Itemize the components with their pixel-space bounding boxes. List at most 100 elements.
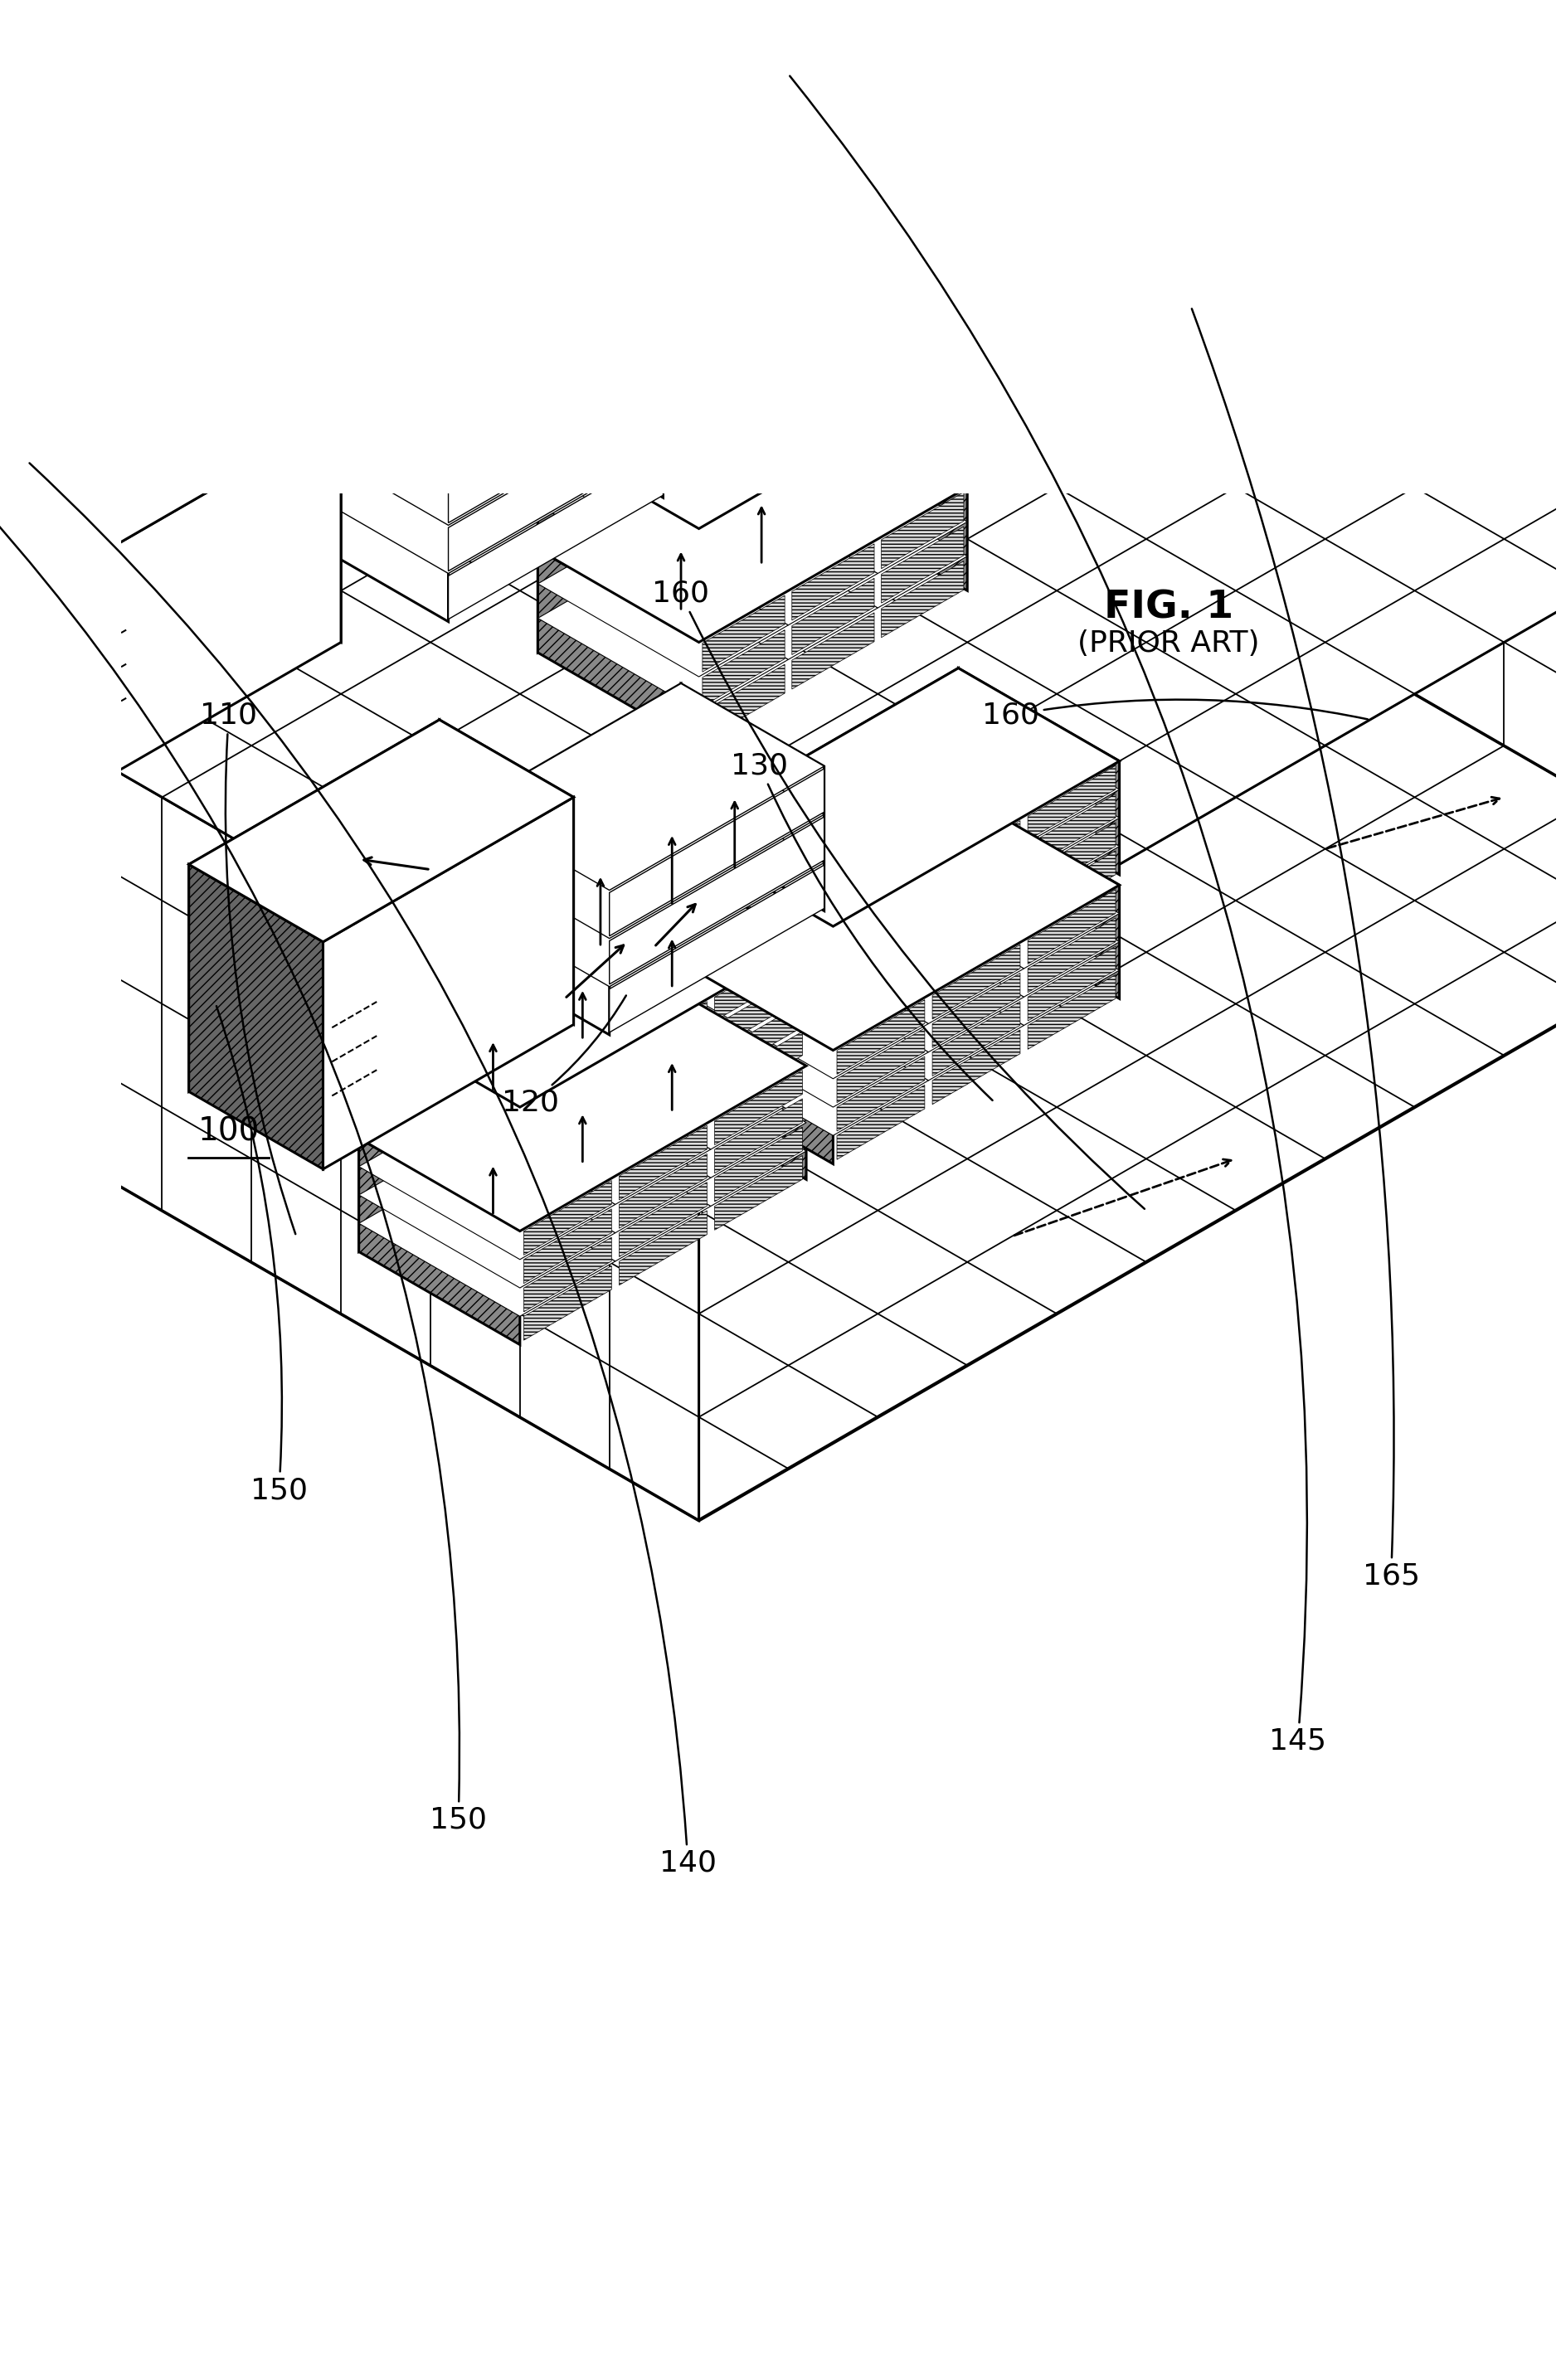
Polygon shape bbox=[702, 664, 784, 740]
Polygon shape bbox=[645, 973, 805, 1180]
Polygon shape bbox=[537, 383, 788, 528]
Polygon shape bbox=[715, 947, 802, 1021]
Polygon shape bbox=[1027, 823, 1115, 897]
Polygon shape bbox=[549, 1031, 805, 1178]
Polygon shape bbox=[523, 1142, 612, 1216]
Polygon shape bbox=[523, 1266, 612, 1340]
Polygon shape bbox=[715, 1157, 802, 1230]
Polygon shape bbox=[702, 550, 784, 628]
Polygon shape bbox=[766, 876, 1024, 1023]
Polygon shape bbox=[549, 1059, 805, 1207]
Polygon shape bbox=[304, 271, 520, 538]
Polygon shape bbox=[1027, 795, 1115, 869]
Text: 100: 100 bbox=[198, 1116, 259, 1147]
Polygon shape bbox=[618, 1088, 707, 1161]
Polygon shape bbox=[880, 378, 963, 455]
Polygon shape bbox=[304, 367, 663, 574]
Polygon shape bbox=[0, 333, 198, 714]
Polygon shape bbox=[323, 797, 573, 1169]
Polygon shape bbox=[863, 754, 1119, 902]
Polygon shape bbox=[671, 988, 929, 1135]
Polygon shape bbox=[837, 1057, 924, 1130]
Polygon shape bbox=[448, 355, 663, 524]
Polygon shape bbox=[520, 271, 663, 497]
Polygon shape bbox=[537, 419, 788, 564]
Polygon shape bbox=[359, 850, 805, 1107]
Polygon shape bbox=[671, 864, 929, 1012]
Polygon shape bbox=[863, 726, 1119, 873]
Text: 110: 110 bbox=[200, 702, 295, 1235]
Polygon shape bbox=[618, 1059, 707, 1133]
Polygon shape bbox=[1027, 976, 1115, 1050]
Polygon shape bbox=[671, 835, 929, 983]
Polygon shape bbox=[0, 333, 340, 569]
Polygon shape bbox=[628, 367, 877, 512]
Polygon shape bbox=[467, 683, 824, 890]
Polygon shape bbox=[1027, 947, 1115, 1021]
Polygon shape bbox=[359, 1083, 615, 1230]
Polygon shape bbox=[645, 850, 805, 1054]
Polygon shape bbox=[715, 1031, 802, 1107]
Text: 150: 150 bbox=[217, 1007, 308, 1504]
Polygon shape bbox=[448, 405, 663, 571]
Polygon shape bbox=[715, 1100, 802, 1173]
Polygon shape bbox=[0, 488, 698, 1521]
Polygon shape bbox=[880, 493, 963, 569]
Polygon shape bbox=[304, 271, 663, 476]
Text: 150: 150 bbox=[0, 509, 487, 1835]
Polygon shape bbox=[702, 595, 784, 671]
Text: 130: 130 bbox=[731, 752, 991, 1100]
Polygon shape bbox=[715, 976, 802, 1050]
Polygon shape bbox=[549, 907, 805, 1054]
Polygon shape bbox=[467, 781, 824, 988]
Polygon shape bbox=[671, 793, 1119, 1050]
Polygon shape bbox=[880, 526, 963, 602]
Polygon shape bbox=[681, 683, 824, 912]
Polygon shape bbox=[537, 281, 805, 538]
Polygon shape bbox=[618, 1002, 707, 1076]
Polygon shape bbox=[549, 878, 805, 1026]
Polygon shape bbox=[609, 816, 824, 985]
Polygon shape bbox=[0, 488, 72, 797]
Polygon shape bbox=[716, 464, 966, 607]
Polygon shape bbox=[791, 578, 874, 654]
Polygon shape bbox=[359, 1111, 615, 1259]
Polygon shape bbox=[698, 0, 1561, 900]
Polygon shape bbox=[467, 807, 609, 1035]
Polygon shape bbox=[932, 907, 1019, 981]
Polygon shape bbox=[715, 1071, 802, 1145]
Polygon shape bbox=[537, 281, 966, 528]
Polygon shape bbox=[671, 778, 929, 926]
Polygon shape bbox=[0, 281, 1561, 1521]
Polygon shape bbox=[791, 431, 874, 507]
Polygon shape bbox=[359, 988, 615, 1135]
Text: 165: 165 bbox=[1191, 309, 1419, 1590]
Polygon shape bbox=[189, 719, 573, 942]
Polygon shape bbox=[702, 516, 784, 593]
Polygon shape bbox=[618, 1183, 707, 1257]
Polygon shape bbox=[537, 452, 788, 597]
Polygon shape bbox=[359, 1140, 615, 1288]
Polygon shape bbox=[523, 1057, 612, 1130]
Polygon shape bbox=[716, 314, 966, 459]
Polygon shape bbox=[189, 864, 323, 1169]
Polygon shape bbox=[837, 962, 924, 1035]
Polygon shape bbox=[837, 933, 924, 1007]
Polygon shape bbox=[766, 781, 1024, 928]
Polygon shape bbox=[932, 973, 1019, 1047]
Text: 160: 160 bbox=[982, 700, 1367, 731]
Polygon shape bbox=[454, 962, 710, 1109]
Polygon shape bbox=[766, 847, 1024, 995]
Polygon shape bbox=[805, 395, 966, 590]
Polygon shape bbox=[863, 850, 1119, 997]
Polygon shape bbox=[618, 1126, 707, 1200]
Polygon shape bbox=[791, 612, 874, 690]
Polygon shape bbox=[537, 395, 805, 652]
Polygon shape bbox=[359, 959, 615, 1107]
Polygon shape bbox=[537, 550, 698, 745]
Polygon shape bbox=[863, 821, 1119, 969]
Polygon shape bbox=[671, 959, 929, 1107]
Polygon shape bbox=[702, 481, 784, 559]
Polygon shape bbox=[537, 436, 698, 633]
Text: 145: 145 bbox=[790, 76, 1325, 1756]
